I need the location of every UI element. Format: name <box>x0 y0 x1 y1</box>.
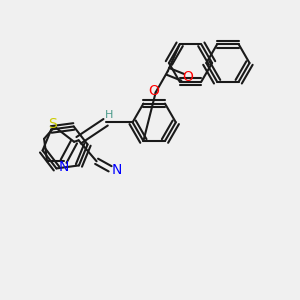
Text: N: N <box>59 160 69 174</box>
Text: H: H <box>104 110 113 120</box>
Text: N: N <box>112 163 122 177</box>
Text: S: S <box>48 117 57 131</box>
Text: O: O <box>148 84 159 98</box>
Text: O: O <box>182 70 193 84</box>
